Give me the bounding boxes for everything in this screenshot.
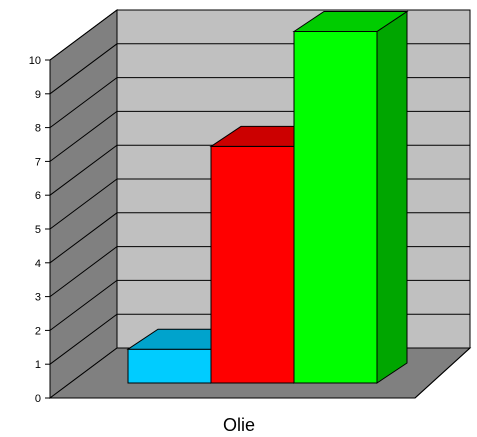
y-tick-label: 2 bbox=[35, 325, 41, 337]
y-axis: 0 1 2 3 4 5 6 7 8 9 10 bbox=[29, 55, 471, 405]
y-tick-label: 4 bbox=[35, 258, 41, 270]
y-tick-label: 5 bbox=[35, 224, 41, 236]
x-axis: Olie bbox=[223, 415, 255, 435]
y-tick-label: 9 bbox=[35, 89, 41, 101]
y-tick-label: 6 bbox=[35, 190, 41, 202]
bar bbox=[292, 10, 409, 384]
bar-front bbox=[293, 30, 378, 384]
y-tick-label: 7 bbox=[35, 156, 41, 168]
bars bbox=[126, 10, 409, 384]
y-tick-label: 0 bbox=[35, 393, 41, 405]
gridline bbox=[49, 9, 470, 61]
bar-top bbox=[292, 10, 409, 32]
y-tick-label: 10 bbox=[29, 55, 41, 67]
y-tick-label: 3 bbox=[35, 292, 41, 304]
x-tick-label: Olie bbox=[223, 415, 255, 435]
y-tick-label: 1 bbox=[35, 359, 41, 371]
floor-edge bbox=[414, 347, 471, 399]
bar-side bbox=[376, 10, 408, 384]
y-tick-label: 8 bbox=[35, 123, 41, 135]
bar-front bbox=[210, 145, 295, 384]
bar-front bbox=[127, 348, 212, 384]
